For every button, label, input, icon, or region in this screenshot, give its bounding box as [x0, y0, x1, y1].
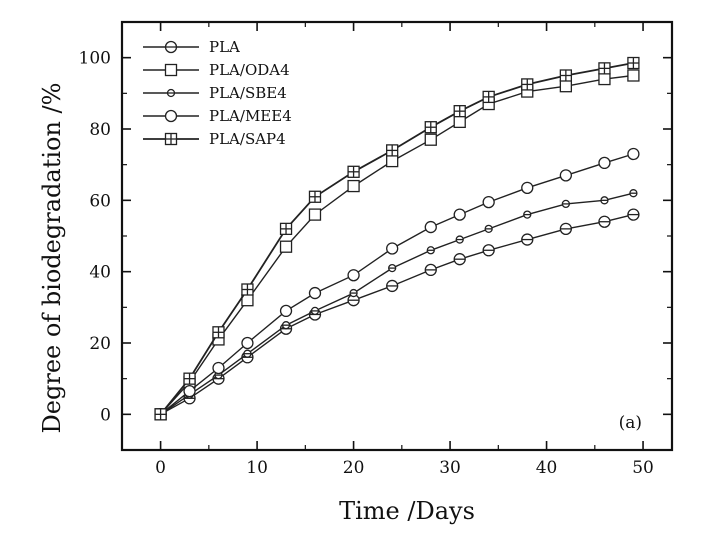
legend-item-pla: PLA: [143, 38, 240, 56]
data-point-pla-oda4: [453, 115, 466, 129]
series-pla: [154, 208, 640, 421]
legend-item-pla-sap4: PLA/SAP4: [143, 130, 286, 148]
x-tick-label: 20: [343, 458, 365, 478]
data-point-pla-sap4: [279, 222, 293, 236]
data-point-pla-sbe4: [455, 235, 464, 244]
legend-marker: [164, 132, 178, 146]
data-point-pla-oda4: [279, 240, 293, 253]
y-tick-label: 60: [89, 191, 111, 211]
legend-item-pla-oda4: PLA/ODA4: [143, 61, 290, 79]
data-point-pla-sap4: [347, 165, 360, 178]
plot-frame-layer: [120, 20, 674, 452]
data-point-pla-mee4: [386, 242, 399, 255]
legend-label: PLA: [209, 38, 240, 56]
series-layer: [154, 56, 640, 421]
x-axis-title: Time /Days: [339, 497, 475, 525]
series-pla-sap4: [154, 56, 640, 421]
data-point-pla-sap4: [559, 69, 573, 82]
series-pla-sbe4: [156, 189, 638, 419]
data-point-pla-mee4: [482, 195, 495, 209]
data-point-pla-sap4: [241, 283, 254, 296]
data-point-pla-sbe4: [629, 189, 638, 198]
data-point-pla-oda4: [598, 72, 611, 86]
y-tick-label: 0: [100, 405, 111, 425]
data-point-pla-oda4: [627, 69, 640, 82]
y-tick-label: 100: [79, 49, 111, 69]
data-point-pla-sap4: [386, 144, 399, 157]
data-point-pla-sap4: [183, 372, 196, 385]
axis-ticks-layer: 0 10 20 30 40 50 0 20 40 60 80 100: [79, 21, 672, 478]
data-point-pla-oda4: [424, 133, 437, 146]
legend-marker: [164, 63, 178, 77]
data-point-pla-sap4: [598, 62, 611, 75]
data-point-pla-mee4: [212, 361, 225, 375]
data-point-pla-mee4: [598, 156, 611, 170]
data-point-pla-mee4: [453, 208, 466, 221]
y-axis-title: Degree of biodegradation /%: [38, 83, 66, 434]
data-point-pla-sbe4: [310, 306, 320, 316]
data-point-pla-sbe4: [561, 199, 571, 209]
data-point-pla-sap4: [521, 78, 534, 91]
plot-frame: [120, 20, 674, 452]
legend-marker: [164, 109, 178, 123]
data-point-pla: [424, 263, 437, 277]
data-point-pla-mee4: [559, 169, 573, 182]
data-point-pla-mee4: [241, 336, 254, 350]
data-point-pla-sbe4: [243, 349, 252, 358]
legend-item-pla-sbe4: PLA/SBE4: [143, 84, 287, 102]
data-point-pla-mee4: [627, 147, 640, 161]
data-point-pla-oda4: [386, 154, 399, 168]
data-point-pla-sbe4: [523, 210, 532, 219]
data-point-pla-sap4: [154, 408, 167, 421]
data-point-pla: [559, 222, 573, 236]
legend-label: PLA/SBE4: [209, 84, 287, 102]
data-point-pla-sap4: [424, 121, 437, 134]
panel-label: (a): [619, 413, 642, 433]
legend-label: PLA/ODA4: [209, 61, 290, 79]
legend-label: PLA/SAP4: [209, 130, 286, 148]
y-tick-label: 40: [89, 263, 111, 283]
data-point-pla-oda4: [347, 179, 360, 193]
legend-label: PLA/MEE4: [209, 107, 292, 125]
legend-item-pla-mee4: PLA/MEE4: [143, 107, 292, 125]
data-point-pla: [453, 253, 466, 266]
y-tick-label: 80: [89, 120, 111, 140]
data-point-pla-sap4: [212, 326, 225, 339]
data-point-pla: [598, 215, 611, 228]
data-point-pla-mee4: [521, 181, 534, 195]
data-point-pla-sbe4: [484, 224, 493, 234]
data-point-pla-mee4: [424, 220, 437, 234]
data-point-pla-sbe4: [349, 288, 358, 298]
data-point-pla-sap4: [482, 90, 495, 104]
data-point-pla-sbe4: [388, 263, 397, 273]
x-tick-label: 0: [155, 458, 166, 478]
legend-marker: [164, 40, 178, 54]
x-tick-label: 50: [632, 458, 654, 478]
x-tick-label: 30: [439, 458, 461, 478]
data-point-pla-mee4: [308, 286, 322, 300]
data-point-pla-oda4: [559, 80, 573, 93]
data-point-pla-sbe4: [426, 246, 435, 255]
data-point-pla-sap4: [453, 105, 466, 118]
data-point-pla-mee4: [183, 384, 196, 398]
data-point-pla-sbe4: [600, 196, 609, 205]
legend: PLA PLA/ODA4 PLA/SBE4 PLA/MEE4 PLA/SAP4: [143, 38, 292, 148]
x-tick-label: 40: [536, 458, 558, 478]
data-point-pla-sap4: [627, 56, 640, 70]
data-point-pla-sap4: [308, 190, 322, 203]
y-tick-label: 20: [89, 334, 111, 354]
data-point-pla-mee4: [347, 269, 360, 282]
data-point-pla: [521, 233, 534, 246]
data-point-pla: [627, 208, 640, 221]
legend-marker: [166, 88, 176, 98]
data-point-pla-mee4: [279, 304, 293, 318]
data-point-pla: [482, 244, 495, 257]
data-point-pla: [386, 279, 399, 293]
data-point-pla-oda4: [308, 208, 322, 221]
data-point-pla-sbe4: [281, 321, 291, 330]
x-tick-label: 10: [246, 458, 268, 478]
